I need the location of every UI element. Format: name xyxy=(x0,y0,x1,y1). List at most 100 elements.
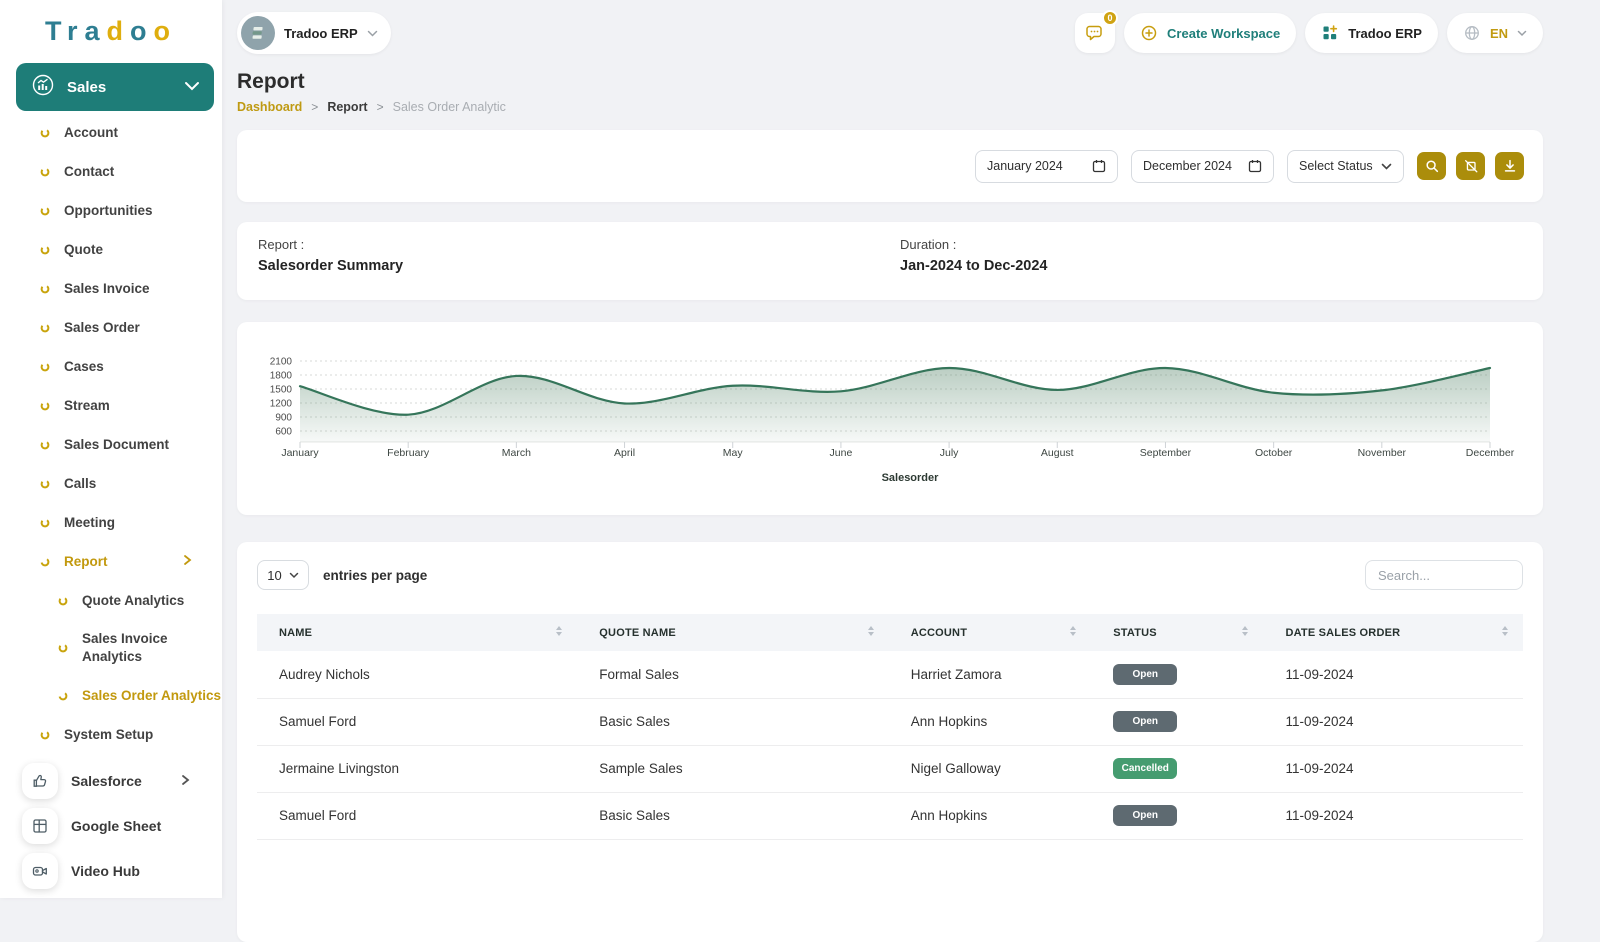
language-selector[interactable]: EN xyxy=(1447,13,1543,53)
thumbs-up-icon xyxy=(22,763,58,799)
spreadsheet-icon xyxy=(22,808,58,844)
bullet-icon xyxy=(40,730,50,740)
sales-order-table: NAME QUOTE NAME ACCOUNT STATUS DATE SALE… xyxy=(257,614,1523,840)
bullet-icon xyxy=(40,518,50,528)
breadcrumb-report[interactable]: Report xyxy=(327,100,367,114)
search-icon xyxy=(1424,158,1440,174)
column-header-date-sales-order[interactable]: DATE SALES ORDER xyxy=(1263,614,1523,651)
sidebar-item-sales-order-analytics[interactable]: Sales Order Analytics xyxy=(0,676,222,715)
sort-icon[interactable] xyxy=(1241,624,1249,642)
create-workspace-button[interactable]: Create Workspace xyxy=(1124,13,1296,53)
svg-text:July: July xyxy=(940,447,959,459)
sidebar-section-sales[interactable]: Sales xyxy=(16,63,214,111)
svg-text:January: January xyxy=(281,447,319,459)
bullet-icon xyxy=(40,440,50,450)
sidebar-item-sales-invoice-analytics[interactable]: Sales Invoice Analytics xyxy=(0,620,222,676)
workspace-grid-icon xyxy=(1321,24,1339,42)
workspace-selector[interactable]: Tradoo ERP xyxy=(237,12,391,54)
sidebar-item-google-sheet[interactable]: Google Sheet xyxy=(0,803,222,848)
table-search-input[interactable] xyxy=(1365,560,1523,590)
bullet-icon xyxy=(58,596,68,606)
sidebar-item-cases[interactable]: Cases xyxy=(0,347,222,386)
salesorder-area-chart: 6009001200150018002100JanuaryFebruaryMar… xyxy=(237,334,1543,466)
sidebar-item-contact[interactable]: Contact xyxy=(0,152,222,191)
svg-text:1200: 1200 xyxy=(270,399,293,410)
sort-icon[interactable] xyxy=(1069,624,1077,642)
column-header-quote-name[interactable]: QUOTE NAME xyxy=(577,614,888,651)
entries-per-page-select[interactable]: 10 xyxy=(257,560,309,590)
workspace-avatar-icon xyxy=(241,16,275,50)
svg-text:April: April xyxy=(614,447,635,459)
table-controls: 10 entries per page xyxy=(257,560,1523,590)
breadcrumb-dashboard[interactable]: Dashboard xyxy=(237,100,302,114)
workspace-name: Tradoo ERP xyxy=(284,26,358,41)
sidebar-item-calls[interactable]: Calls xyxy=(0,464,222,503)
filter-bar: January 2024 December 2024 Select Status xyxy=(237,130,1543,202)
chat-bubble-icon xyxy=(1085,23,1105,43)
sort-icon[interactable] xyxy=(555,624,563,642)
sidebar-item-sales-document[interactable]: Sales Document xyxy=(0,425,222,464)
report-value: Salesorder Summary xyxy=(258,258,1522,274)
sidebar-item-quote-analytics[interactable]: Quote Analytics xyxy=(0,581,222,620)
svg-text:December: December xyxy=(1466,447,1515,459)
column-header-status[interactable]: STATUS xyxy=(1091,614,1263,651)
bullet-icon xyxy=(58,691,68,701)
sidebar-item-salesforce[interactable]: Salesforce xyxy=(0,758,222,803)
topbar: Tradoo ERP 0 Create Workspace Tradoo ERP… xyxy=(237,10,1543,56)
clear-filter-button[interactable] xyxy=(1456,152,1485,180)
status-select[interactable]: Select Status xyxy=(1287,150,1404,183)
notifications-button[interactable]: 0 xyxy=(1075,13,1115,53)
chevron-down-icon xyxy=(1381,163,1392,170)
download-button[interactable] xyxy=(1495,152,1524,180)
svg-text:1800: 1800 xyxy=(270,371,293,382)
chevron-down-icon xyxy=(184,78,200,96)
column-header-name[interactable]: NAME xyxy=(257,614,577,651)
status-badge[interactable]: Open xyxy=(1113,805,1177,826)
duration-block: Duration : Jan-2024 to Dec-2024 xyxy=(900,237,1048,274)
sidebar-item-video-hub[interactable]: Video Hub xyxy=(0,848,222,893)
notification-count-badge: 0 xyxy=(1102,10,1118,26)
table-row[interactable]: Samuel Ford Basic Sales Ann Hopkins Open… xyxy=(257,698,1523,745)
search-button[interactable] xyxy=(1417,152,1446,180)
topbar-actions: 0 Create Workspace Tradoo ERP EN xyxy=(1075,13,1543,53)
sidebar-item-sales-order[interactable]: Sales Order xyxy=(0,308,222,347)
current-workspace-button[interactable]: Tradoo ERP xyxy=(1305,13,1438,53)
svg-text:November: November xyxy=(1358,447,1407,459)
sidebar-item-quote[interactable]: Quote xyxy=(0,230,222,269)
status-badge[interactable]: Open xyxy=(1113,664,1177,685)
status-badge[interactable]: Open xyxy=(1113,711,1177,732)
tradoo-logo[interactable]: Tradoo xyxy=(0,16,222,47)
download-icon xyxy=(1502,158,1518,174)
status-badge[interactable]: Cancelled xyxy=(1113,758,1177,779)
sidebar-item-report[interactable]: Report xyxy=(0,542,222,581)
sidebar-item-stream[interactable]: Stream xyxy=(0,386,222,425)
bullet-icon xyxy=(40,245,50,255)
svg-text:October: October xyxy=(1255,447,1293,459)
column-header-account[interactable]: ACCOUNT xyxy=(889,614,1092,651)
from-date-input[interactable]: January 2024 xyxy=(975,150,1118,183)
svg-text:September: September xyxy=(1140,447,1192,459)
report-label: Report : xyxy=(258,237,1522,252)
table-row[interactable]: Jermaine Livingston Sample Sales Nigel G… xyxy=(257,745,1523,792)
report-summary-block: Report : Salesorder Summary xyxy=(258,237,1522,274)
bullet-icon xyxy=(40,206,50,216)
svg-text:March: March xyxy=(502,447,531,459)
table-row[interactable]: Audrey Nichols Formal Sales Harriet Zamo… xyxy=(257,651,1523,698)
table-row[interactable]: Samuel Ford Basic Sales Ann Hopkins Open… xyxy=(257,792,1523,839)
page-title: Report xyxy=(237,70,1543,94)
svg-text:February: February xyxy=(387,447,430,459)
to-date-input[interactable]: December 2024 xyxy=(1131,150,1274,183)
bullet-icon xyxy=(40,167,50,177)
bullet-icon xyxy=(40,128,50,138)
clear-filter-icon xyxy=(1463,158,1479,174)
sort-icon[interactable] xyxy=(867,624,875,642)
bullet-icon xyxy=(40,323,50,333)
sidebar-item-sales-invoice[interactable]: Sales Invoice xyxy=(0,269,222,308)
sidebar-item-opportunities[interactable]: Opportunities xyxy=(0,191,222,230)
sort-icon[interactable] xyxy=(1501,624,1509,642)
sidebar-nav: Account Contact Opportunities Quote Sale… xyxy=(0,113,222,754)
sidebar-item-account[interactable]: Account xyxy=(0,113,222,152)
sidebar-item-system-setup[interactable]: System Setup xyxy=(0,715,222,754)
sidebar-item-meeting[interactable]: Meeting xyxy=(0,503,222,542)
report-info-card: Report : Salesorder Summary Duration : J… xyxy=(237,222,1543,300)
